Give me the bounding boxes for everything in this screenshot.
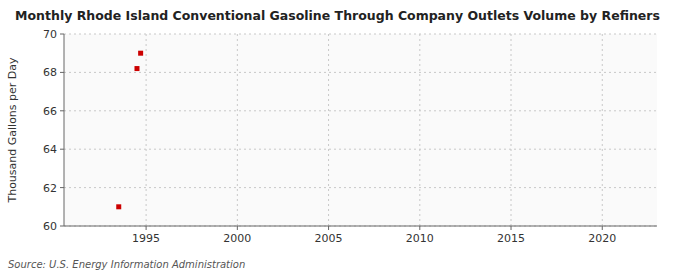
tick-x [237, 226, 238, 230]
grid-line-y [64, 187, 657, 188]
point [138, 51, 143, 56]
tick-label-x: 2005 [315, 232, 343, 245]
tick-label-y: 60 [43, 220, 57, 233]
grid-line-x [602, 34, 603, 226]
tick-x [328, 226, 329, 230]
point [116, 204, 121, 209]
tick-x [602, 226, 603, 230]
axes: 60 62 64 66 68 70 1995 2000 2005 2010 2015 2020 [43, 28, 657, 245]
tick-x [419, 226, 420, 230]
tick-label-x: 2015 [497, 232, 525, 245]
point [134, 66, 139, 71]
grid-line-y [64, 72, 657, 73]
chart-svg: 60 62 64 66 68 70 1995 2000 2005 2010 2015 2020 Thou… [0, 0, 675, 275]
x-axis-line [64, 226, 657, 227]
tick-label-y: 68 [43, 66, 57, 79]
tick-y [60, 34, 64, 35]
points [116, 51, 143, 210]
tick-label-x: 2010 [406, 232, 434, 245]
grid-line-x [419, 34, 420, 226]
grid-line-y [64, 226, 657, 227]
grid-line-x [511, 34, 512, 226]
title: Monthly Rhode Island Conventional Gasoli… [15, 8, 660, 23]
tick-label-y: 66 [43, 105, 57, 118]
grid-line-y [64, 34, 657, 35]
chart-container: 60 62 64 66 68 70 1995 2000 2005 2010 2015 2020 Thou… [0, 0, 675, 275]
source-note: Source: U.S. Energy Information Administ… [8, 259, 245, 270]
tick-y [60, 72, 64, 73]
y-axis-line [64, 34, 65, 226]
tick-y [60, 149, 64, 150]
tick-x [511, 226, 512, 230]
plot-area [64, 34, 657, 226]
tick-label-x: 2020 [588, 232, 616, 245]
y-axis-label: Thousand Gallons per Day [6, 57, 19, 204]
tick-label-y: 64 [43, 143, 57, 156]
tick-label-y: 62 [43, 182, 57, 195]
tick-y [60, 187, 64, 188]
tick-label-y: 70 [43, 28, 57, 41]
grid-line-x [328, 34, 329, 226]
tick-label-x: 1995 [132, 232, 160, 245]
tick-y [60, 110, 64, 111]
grid-line-y [64, 110, 657, 111]
grid-line-y [64, 149, 657, 150]
grid-line-x [237, 34, 238, 226]
grid-line-x [146, 34, 147, 226]
grid [64, 34, 657, 226]
tick-x [146, 226, 147, 230]
tick-label-x: 2000 [223, 232, 251, 245]
tick-y [60, 226, 64, 227]
